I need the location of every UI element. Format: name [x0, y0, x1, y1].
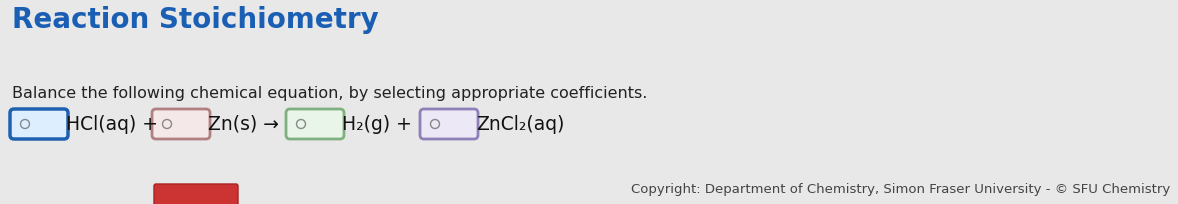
Text: Zn(s) →: Zn(s) →: [209, 114, 279, 133]
FancyBboxPatch shape: [286, 109, 344, 139]
FancyBboxPatch shape: [9, 109, 68, 139]
FancyBboxPatch shape: [152, 109, 210, 139]
Text: Reaction Stoichiometry: Reaction Stoichiometry: [12, 6, 379, 34]
Text: H₂(g) +: H₂(g) +: [342, 114, 412, 133]
Text: Balance the following chemical equation, by selecting appropriate coefficients.: Balance the following chemical equation,…: [12, 86, 648, 101]
Text: Copyright: Department of Chemistry, Simon Fraser University - © SFU Chemistry: Copyright: Department of Chemistry, Simo…: [630, 183, 1170, 196]
Text: HCl(aq) +: HCl(aq) +: [66, 114, 158, 133]
Text: ZnCl₂(aq): ZnCl₂(aq): [476, 114, 564, 133]
FancyBboxPatch shape: [154, 184, 238, 204]
FancyBboxPatch shape: [421, 109, 478, 139]
